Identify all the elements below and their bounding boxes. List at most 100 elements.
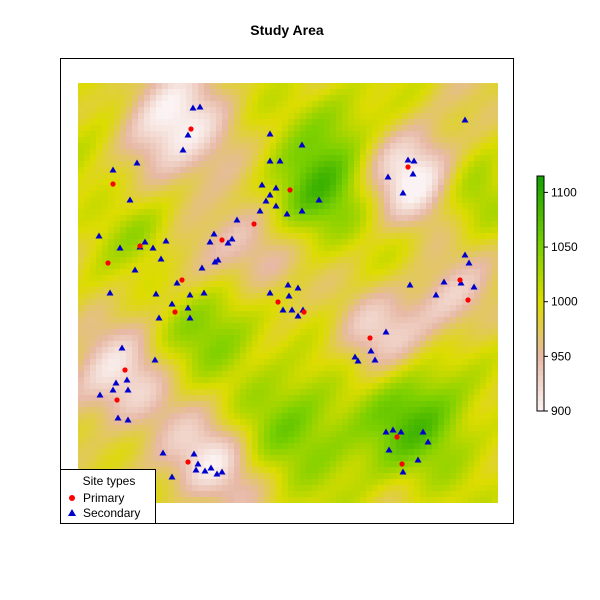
secondary-site-point [406,281,414,288]
primary-site-point [114,397,120,403]
secondary-site-point [266,289,274,296]
secondary-site-point [384,173,392,180]
secondary-site-point [298,141,306,148]
secondary-site-point [189,104,197,111]
secondary-site-point [399,189,407,196]
secondary-site-point [354,357,362,364]
secondary-site-point [382,328,390,335]
legend-item-primary: Primary [67,491,124,505]
secondary-site-point [159,449,167,456]
secondary-site-point [285,292,293,299]
primary-site-point [275,299,281,305]
primary-site-point [219,237,225,243]
primary-site-point [405,164,411,170]
secondary-site-point [152,290,160,297]
primary-site-point [399,461,405,467]
legend: Site types Primary Secondary [60,469,156,524]
secondary-site-point [294,284,302,291]
secondary-site-point [284,281,292,288]
colorbar-tick-label: 950 [551,349,571,363]
secondary-site-point [123,376,131,383]
secondary-site-point [168,300,176,307]
secondary-site-point [184,304,192,311]
secondary-site-point [186,291,194,298]
secondary-site-point [288,306,296,313]
secondary-site-point [440,278,448,285]
secondary-site-point [168,473,176,480]
secondary-site-point [124,416,132,423]
primary-site-point [179,277,185,283]
secondary-site-point [207,464,215,471]
secondary-site-point [149,244,157,251]
secondary-site-point [371,356,379,363]
primary-site-point [110,181,116,187]
secondary-site-point [276,157,284,164]
secondary-site-point [461,116,469,123]
secondary-site-point [410,157,418,164]
secondary-site-point [258,181,266,188]
secondary-site-point [114,414,122,421]
secondary-site-point [385,446,393,453]
secondary-site-point [201,467,209,474]
secondary-site-point [283,210,291,217]
secondary-site-point [470,283,478,290]
secondary-site-point [404,156,412,163]
secondary-site-point [382,428,390,435]
plot-frame [60,58,514,524]
secondary-site-point [266,130,274,137]
secondary-site-point [279,306,287,313]
primary-site-point [172,309,178,315]
secondary-site-point [109,386,117,393]
colorbar [536,175,545,412]
secondary-site-point [118,344,126,351]
secondary-site-point [266,157,274,164]
secondary-site-point [106,289,114,296]
secondary-site-point [266,191,274,198]
secondary-site-point [256,207,264,214]
secondary-site-point [198,264,206,271]
secondary-site-point [210,230,218,237]
primary-site-point [122,367,128,373]
secondary-site-point [351,353,359,360]
secondary-site-point [465,259,473,266]
secondary-site-point [432,291,440,298]
secondary-site-point [262,197,270,204]
secondary-site-point [186,314,194,321]
secondary-site-point [367,347,375,354]
secondary-site-point [192,466,200,473]
secondary-site-point [196,103,204,110]
primary-site-point [188,126,194,132]
secondary-site-point [116,244,124,251]
secondary-site-point [109,166,117,173]
secondary-site-point [218,468,226,475]
secondary-site-point [157,255,165,262]
primary-site-point [301,309,307,315]
legend-label-primary: Primary [83,491,125,505]
secondary-site-point [112,379,120,386]
colorbar-tick-label: 900 [551,404,571,418]
primary-site-point [105,260,111,266]
legend-label-secondary: Secondary [83,506,141,520]
secondary-site-point [389,426,397,433]
secondary-site-point [399,468,407,475]
blue-triangle-icon [67,506,77,520]
colorbar-tick-label: 1050 [551,240,578,254]
secondary-site-point [315,196,323,203]
secondary-site-point [206,238,214,245]
secondary-site-point [461,251,469,258]
site-points [95,103,478,480]
secondary-site-point [126,196,134,203]
secondary-site-point [409,170,417,177]
secondary-site-point [233,216,241,223]
secondary-site-point [190,450,198,457]
secondary-site-point [131,266,139,273]
secondary-site-point [200,289,208,296]
secondary-site-point [224,239,232,246]
red-dot-icon [67,491,77,505]
secondary-site-point [194,460,202,467]
elevation-raster [78,83,498,503]
secondary-site-point [95,232,103,239]
secondary-site-point [294,312,302,319]
secondary-site-point [457,279,465,286]
secondary-site-point [96,391,104,398]
